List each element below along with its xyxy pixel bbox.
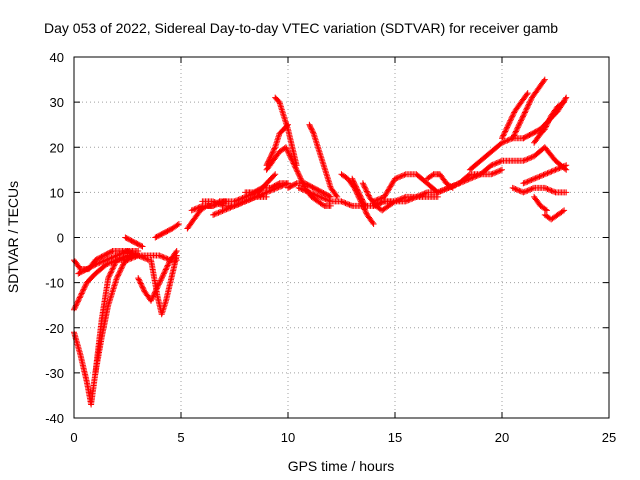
plus-markers	[477, 144, 570, 178]
x-tick-label: 0	[70, 430, 77, 445]
data-series-trace-38	[520, 162, 570, 187]
data-series-trace-20	[306, 121, 341, 200]
y-tick-label: 20	[50, 140, 64, 155]
plus-markers	[263, 144, 334, 209]
data-series-trace-9	[152, 221, 182, 241]
y-tick-label: 30	[50, 95, 64, 110]
plus-markers	[370, 171, 441, 205]
data-series-trace-39	[531, 193, 550, 214]
data-series-trace-33	[499, 90, 531, 142]
data-series-trace-7	[148, 252, 180, 318]
y-tick-label: -10	[45, 276, 64, 291]
plus-markers	[541, 207, 568, 223]
y-tick-label: 0	[57, 231, 64, 246]
plus-markers	[359, 180, 398, 214]
plus-markers	[520, 162, 570, 187]
plus-markers	[152, 221, 182, 241]
plus-markers	[255, 171, 279, 196]
y-axis-label: SDTVAR / TECUs	[5, 181, 21, 293]
data-series-trace-30	[445, 171, 484, 191]
data-series-trace-34	[509, 76, 548, 142]
x-tick-label: 10	[281, 430, 295, 445]
x-tick-label: 5	[177, 430, 184, 445]
plus-markers	[306, 121, 341, 200]
y-tick-label: -40	[45, 411, 64, 426]
data-series-trace-1	[71, 252, 142, 408]
plus-markers	[272, 94, 300, 169]
x-tick-label: 20	[495, 430, 509, 445]
chart-title: Day 053 of 2022, Sidereal Day-to-day VTE…	[44, 20, 558, 36]
plus-markers	[445, 171, 484, 191]
plus-markers	[285, 180, 334, 200]
data-series-trace-40	[541, 207, 568, 223]
x-axis-label: GPS time / hours	[288, 458, 395, 474]
x-tick-label: 25	[602, 430, 616, 445]
plus-markers	[499, 90, 531, 142]
plus-markers	[122, 234, 146, 250]
data-series-trace-24	[359, 180, 398, 214]
data-points	[71, 76, 570, 408]
y-tick-label: -30	[45, 366, 64, 381]
data-series-trace-5	[92, 252, 142, 376]
plus-markers	[92, 252, 142, 376]
plus-markers	[466, 135, 527, 173]
data-series-trace-16	[272, 94, 300, 169]
data-series-trace-18	[255, 171, 279, 196]
data-series-trace-36	[531, 99, 568, 146]
axis-ticks: -40 -30 -20 -10 0 10 20 30 40 0 5 10 15 20 25	[45, 50, 616, 445]
data-series-trace-23	[349, 175, 368, 209]
plus-markers	[509, 76, 548, 142]
data-series-trace-31	[466, 135, 527, 173]
grid-lines	[74, 57, 609, 418]
plus-markers	[71, 252, 142, 408]
data-series-trace-25	[370, 171, 441, 205]
data-series-trace-19	[285, 180, 334, 200]
data-series-trace-17	[263, 144, 334, 209]
plus-markers	[148, 252, 180, 318]
plus-markers	[509, 184, 570, 196]
data-series-trace-8	[122, 234, 146, 250]
x-tick-label: 15	[388, 430, 402, 445]
plus-markers	[531, 193, 550, 214]
plus-markers	[349, 175, 368, 209]
y-tick-label: -20	[45, 321, 64, 336]
y-tick-label: 10	[50, 185, 64, 200]
data-series-trace-37	[509, 184, 570, 196]
y-tick-label: 40	[50, 50, 64, 65]
data-series-trace-32	[477, 144, 570, 178]
plus-markers	[531, 99, 568, 146]
